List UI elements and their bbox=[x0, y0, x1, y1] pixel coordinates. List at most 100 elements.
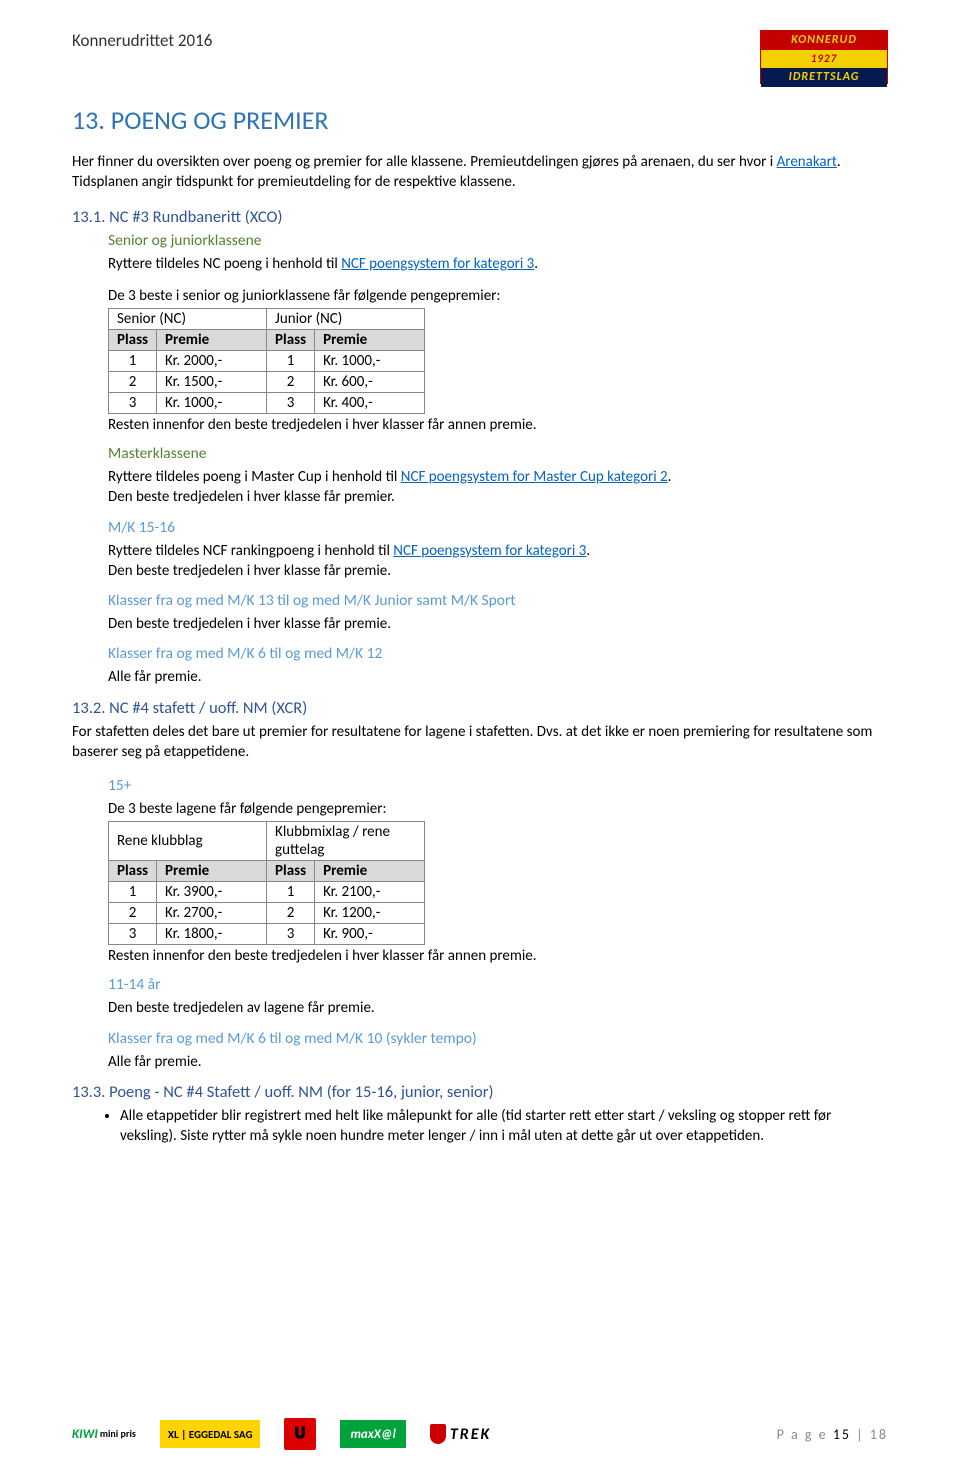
table2-after: Resten innenfor den beste tredjedelen i … bbox=[108, 947, 888, 965]
table-row: 3 Kr. 1800,- 3 Kr. 900,- bbox=[109, 924, 425, 945]
logo-line1: KONNERUD bbox=[761, 31, 887, 50]
cell: Kr. 2000,- bbox=[157, 351, 267, 372]
cell: 3 bbox=[267, 924, 315, 945]
logo-line2: 1927 bbox=[761, 50, 887, 68]
k610-text: Alle får premie. bbox=[108, 1052, 888, 1072]
sponsor-utleie bbox=[284, 1418, 316, 1450]
ncf-master-link[interactable]: NCF poengsystem for Master Cup kategori … bbox=[401, 468, 668, 486]
s132-intro: For stafetten deles det bare ut premier … bbox=[72, 722, 888, 763]
table1-col-plass-1: Plass bbox=[109, 330, 157, 351]
table1-col-plass-2: Plass bbox=[267, 330, 315, 351]
sponsor-kiwi-sub: mini pris bbox=[100, 1429, 136, 1439]
sponsor-kiwi-text: KIWI bbox=[72, 1427, 98, 1442]
cell: Kr. 2700,- bbox=[157, 903, 267, 924]
sponsor-trek: TREK bbox=[430, 1420, 491, 1448]
table2-group2: Klubbmixlag / rene guttelag bbox=[267, 822, 425, 861]
cell: 2 bbox=[109, 903, 157, 924]
section-13-title: 13. POENG OG PREMIER bbox=[72, 104, 888, 136]
page-number: P a g e 15 | 18 bbox=[777, 1426, 888, 1443]
table-row: 2 Kr. 1500,- 2 Kr. 600,- bbox=[109, 372, 425, 393]
table2-col-plass-2: Plass bbox=[267, 861, 315, 882]
table1-col-premie-1: Premie bbox=[157, 330, 267, 351]
prize-table-relay: Rene klubblag Klubbmixlag / rene guttela… bbox=[108, 821, 425, 945]
cell: Kr. 1000,- bbox=[315, 351, 425, 372]
section-13-3-title: 13.3. Poeng - NC #4 Stafett / uoff. NM (… bbox=[72, 1082, 888, 1102]
sponsor-maxxis: maxX@l bbox=[340, 1420, 405, 1448]
sponsor-row: KIWI mini pris XL | EGGEDAL SAG maxX@l T… bbox=[72, 1418, 491, 1450]
heading-15plus: 15+ bbox=[108, 776, 888, 795]
master-text-b: . bbox=[668, 468, 672, 486]
page-sep: | bbox=[851, 1426, 870, 1443]
sponsor-xl: XL | EGGEDAL SAG bbox=[160, 1420, 261, 1448]
cell: Kr. 2100,- bbox=[315, 882, 425, 903]
arenakart-link[interactable]: Arenakart bbox=[777, 153, 837, 171]
cell: 1 bbox=[267, 882, 315, 903]
table-row: 1 Kr. 2000,- 1 Kr. 1000,- bbox=[109, 351, 425, 372]
page-label: P a g e bbox=[777, 1426, 828, 1443]
cell: 3 bbox=[267, 393, 315, 414]
cell: 2 bbox=[267, 372, 315, 393]
prize-table-senior-junior: Senior (NC) Junior (NC) Plass Premie Pla… bbox=[108, 308, 425, 414]
k13-text: Den beste tredjedelen i hver klasse får … bbox=[108, 614, 888, 634]
cell: 1 bbox=[109, 882, 157, 903]
mk1516-text-b: . bbox=[586, 542, 590, 560]
section-13-1-title: 13.1. NC #3 Rundbaneritt (XCO) bbox=[72, 207, 888, 227]
cell: 1 bbox=[109, 351, 157, 372]
cell: 2 bbox=[267, 903, 315, 924]
cell: 3 bbox=[109, 924, 157, 945]
magnet-icon bbox=[290, 1424, 310, 1444]
table2-col-plass-1: Plass bbox=[109, 861, 157, 882]
table1-intro: De 3 beste i senior og juniorklassene få… bbox=[108, 286, 888, 306]
1114-text: Den beste tredjedelen av lagene får prem… bbox=[108, 998, 888, 1018]
mk1516-text-c: Den beste tredjedelen i hver klasse får … bbox=[108, 562, 391, 580]
club-logo: KONNERUD 1927 IDRETTSLAG bbox=[760, 30, 888, 84]
mk1516-text-a: Ryttere tildeles NCF rankingpoeng i henh… bbox=[108, 542, 393, 560]
cell: Kr. 1500,- bbox=[157, 372, 267, 393]
table-row: 1 Kr. 3900,- 1 Kr. 2100,- bbox=[109, 882, 425, 903]
senior-text: Ryttere tildeles NC poeng i henhold til … bbox=[108, 254, 888, 274]
table1-col-premie-2: Premie bbox=[315, 330, 425, 351]
ncf-kat3-link-2[interactable]: NCF poengsystem for kategori 3 bbox=[393, 542, 586, 560]
trek-shield-icon bbox=[430, 1424, 446, 1444]
cell: Kr. 900,- bbox=[315, 924, 425, 945]
cell: Kr. 1800,- bbox=[157, 924, 267, 945]
heading-master: Masterklassene bbox=[108, 444, 888, 463]
heading-1114: 11-14 år bbox=[108, 975, 888, 994]
ncf-kat3-link-1[interactable]: NCF poengsystem for kategori 3 bbox=[341, 255, 534, 273]
table2-intro: De 3 beste lagene får følgende pengeprem… bbox=[108, 799, 888, 819]
mk1516-text: Ryttere tildeles NCF rankingpoeng i henh… bbox=[108, 541, 888, 582]
k6-text: Alle får premie. bbox=[108, 667, 888, 687]
master-text-a: Ryttere tildeles poeng i Master Cup i he… bbox=[108, 468, 401, 486]
senior-text-b: . bbox=[534, 255, 538, 273]
section-13-2-title: 13.2. NC #4 stafett / uoff. NM (XCR) bbox=[72, 698, 888, 718]
intro-text-a: Her finner du oversikten over poeng og p… bbox=[72, 153, 777, 171]
bullet-item: Alle etappetider blir registrert med hel… bbox=[120, 1106, 888, 1147]
section-intro: Her finner du oversikten over poeng og p… bbox=[72, 152, 888, 193]
cell: Kr. 1000,- bbox=[157, 393, 267, 414]
table-row: 2 Kr. 2700,- 2 Kr. 1200,- bbox=[109, 903, 425, 924]
table1-group1: Senior (NC) bbox=[109, 309, 267, 330]
table1-group2: Junior (NC) bbox=[267, 309, 425, 330]
heading-k6: Klasser fra og med M/K 6 til og med M/K … bbox=[108, 644, 888, 663]
master-text: Ryttere tildeles poeng i Master Cup i he… bbox=[108, 467, 888, 508]
table2-col-premie-2: Premie bbox=[315, 861, 425, 882]
sponsor-kiwi: KIWI mini pris bbox=[72, 1420, 136, 1448]
table2-group1: Rene klubblag bbox=[109, 822, 267, 861]
table-row: 3 Kr. 1000,- 3 Kr. 400,- bbox=[109, 393, 425, 414]
heading-senior-junior: Senior og juniorklassene bbox=[108, 231, 888, 250]
document-title: Konnerudrittet 2016 bbox=[72, 30, 212, 51]
cell: 1 bbox=[267, 351, 315, 372]
page-total: 18 bbox=[870, 1426, 888, 1443]
senior-text-a: Ryttere tildeles NC poeng i henhold til bbox=[108, 255, 341, 273]
heading-mk1516: M/K 15-16 bbox=[108, 518, 888, 537]
cell: 3 bbox=[109, 393, 157, 414]
page-current: 15 bbox=[833, 1426, 851, 1443]
heading-k13: Klasser fra og med M/K 13 til og med M/K… bbox=[108, 591, 888, 610]
sponsor-trek-text: TREK bbox=[450, 1425, 491, 1444]
table1-after: Resten innenfor den beste tredjedelen i … bbox=[108, 416, 888, 434]
table2-col-premie-1: Premie bbox=[157, 861, 267, 882]
heading-k610: Klasser fra og med M/K 6 til og med M/K … bbox=[108, 1029, 888, 1048]
cell: Kr. 1200,- bbox=[315, 903, 425, 924]
logo-line3: IDRETTSLAG bbox=[761, 68, 887, 87]
master-text-c: Den beste tredjedelen i hver klasse får … bbox=[108, 488, 395, 506]
